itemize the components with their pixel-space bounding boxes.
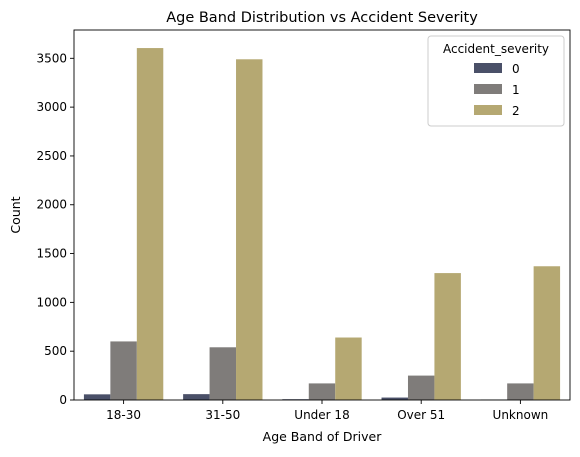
legend-swatch xyxy=(474,105,502,115)
legend-swatch xyxy=(474,63,502,73)
bar xyxy=(408,376,434,400)
bar xyxy=(236,59,262,400)
y-tick-label: 500 xyxy=(44,344,67,358)
legend-swatch xyxy=(474,84,502,94)
bar xyxy=(183,394,209,400)
bar xyxy=(434,273,460,400)
bar xyxy=(507,383,533,400)
bar xyxy=(309,383,335,400)
chart-title: Age Band Distribution vs Accident Severi… xyxy=(166,10,478,26)
bar xyxy=(84,394,110,400)
y-tick-label: 3000 xyxy=(36,100,67,114)
y-tick-label: 3500 xyxy=(36,51,67,65)
legend: Accident_severity 0 1 2 xyxy=(428,36,564,126)
x-axis-label: Age Band of Driver xyxy=(263,429,383,444)
legend-label: 1 xyxy=(512,83,520,97)
x-tick-label: Unknown xyxy=(493,408,549,422)
x-tick-label: 31-50 xyxy=(205,408,240,422)
x-axis: 18-30 31-50 Under 18 Over 51 Unknown xyxy=(106,400,548,422)
y-axis: 0 500 1000 1500 2000 2500 3000 3500 xyxy=(36,51,74,407)
bar xyxy=(534,266,560,400)
bar xyxy=(137,48,163,400)
y-tick-label: 2500 xyxy=(36,149,67,163)
legend-title: Accident_severity xyxy=(443,42,549,56)
legend-label: 2 xyxy=(512,104,520,118)
y-tick-label: 2000 xyxy=(36,198,67,212)
bar xyxy=(110,341,136,400)
bar xyxy=(335,338,361,400)
y-tick-label: 1000 xyxy=(36,295,67,309)
x-tick-label: 18-30 xyxy=(106,408,141,422)
legend-label: 0 xyxy=(512,62,520,76)
y-axis-label: Count xyxy=(8,196,23,233)
y-tick-label: 0 xyxy=(59,393,67,407)
x-tick-label: Under 18 xyxy=(294,408,349,422)
x-tick-label: Over 51 xyxy=(397,408,445,422)
y-tick-label: 1500 xyxy=(36,247,67,261)
bar xyxy=(210,347,236,400)
